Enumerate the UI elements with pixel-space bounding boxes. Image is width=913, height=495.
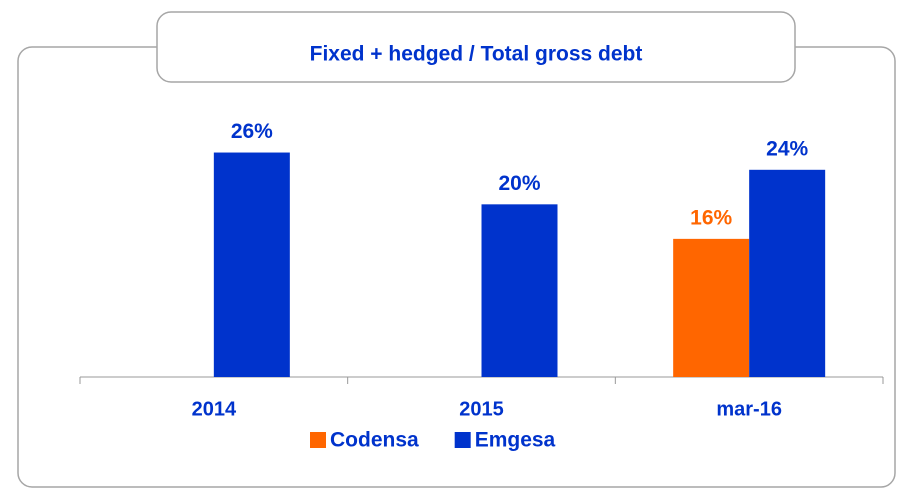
value-label: 24% xyxy=(766,137,808,160)
bar xyxy=(749,169,826,377)
x-tick-label: 2014 xyxy=(192,398,237,420)
chart-title: Fixed + hedged / Total gross debt xyxy=(310,43,643,66)
value-label: 16% xyxy=(690,206,732,229)
value-label: 20% xyxy=(498,172,540,195)
legend-label: Emgesa xyxy=(475,429,556,452)
value-label: 26% xyxy=(231,120,273,143)
title-box xyxy=(156,11,796,83)
legend-swatch xyxy=(310,432,326,448)
bar xyxy=(213,152,290,377)
legend-swatch xyxy=(454,432,471,448)
legend-label: Codensa xyxy=(330,429,419,452)
x-tick-label: 2015 xyxy=(459,398,504,420)
bar xyxy=(481,204,558,377)
bar xyxy=(673,238,750,377)
x-tick-label: mar-16 xyxy=(716,398,782,420)
